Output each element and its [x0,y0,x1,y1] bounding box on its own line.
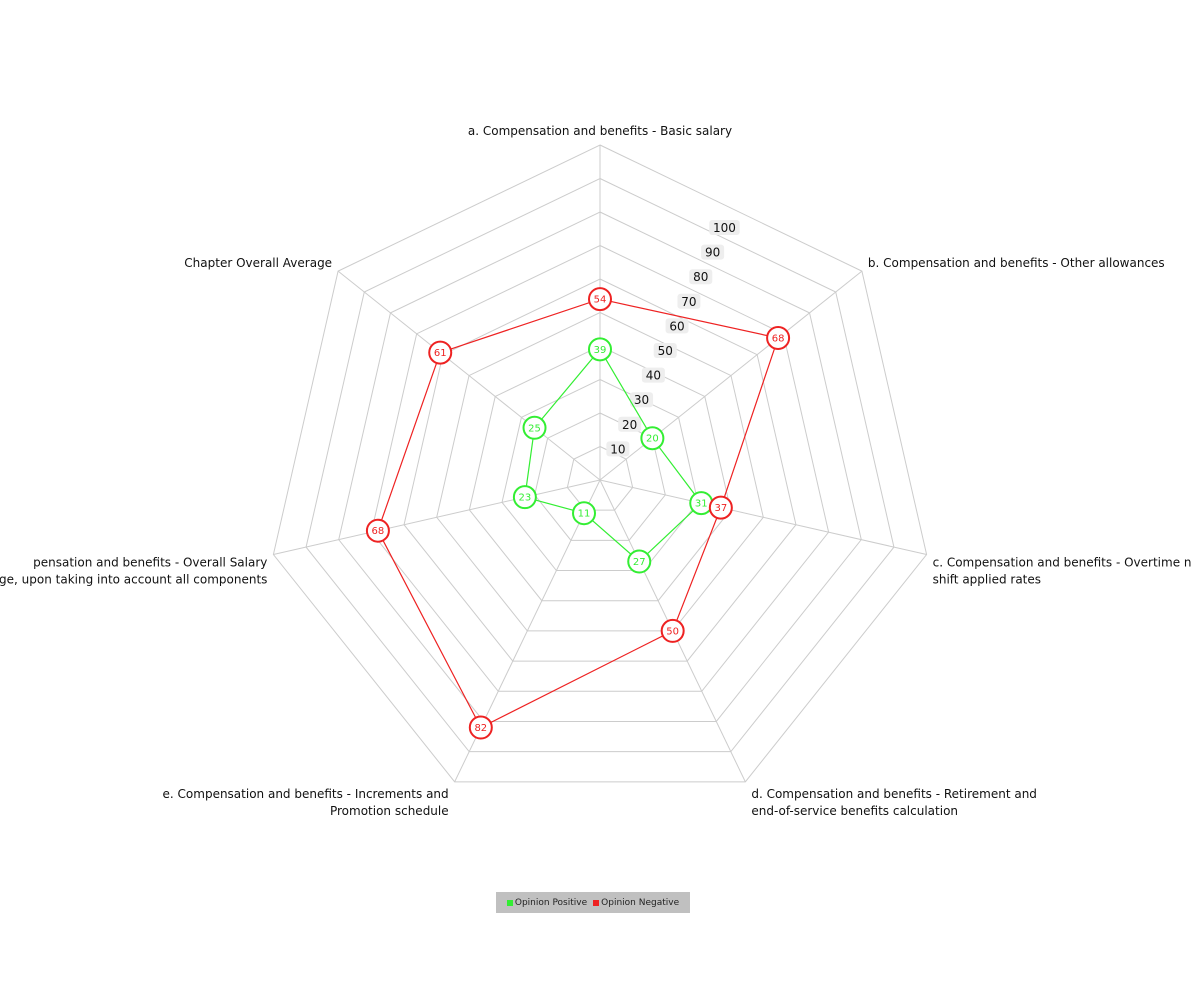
grid-ring-70 [370,244,830,692]
axis-label-2: c. Compensation and benefits - Overtime … [933,556,1192,587]
series-1-label-3: 50 [666,626,679,637]
series-1-point-6 [428,340,453,365]
series-0-label-1: 20 [646,434,659,445]
series-1-point-2 [708,495,733,520]
grid-ring-90 [305,177,895,753]
grid-spoke-6 [337,270,601,481]
axis-label-5-line-0: pensation and benefits - Overall Salary [33,556,267,570]
axis-label-2-line-0: c. Compensation and benefits - Overtime … [933,556,1192,570]
tick-label-90: 90 [705,246,720,260]
axis-label-4: e. Compensation and benefits - Increment… [163,787,449,818]
series-0-point-4 [572,501,597,526]
series-1-label-2: 37 [714,503,727,514]
grid-ring-40 [468,345,732,602]
series-0-label-4: 11 [578,509,591,520]
axis-label-3-line-1: end-of-service benefits calculation [751,804,958,818]
series-1-point-0 [588,287,612,312]
tick-label-bg-10 [606,441,630,457]
series-0-label-3: 27 [633,557,646,568]
axis-label-2-line-1: shift applied rates [933,573,1041,587]
legend: Opinion Positive Opinion Negative [496,892,690,913]
tick-label-bg-80 [689,269,713,285]
legend-swatch-negative [593,899,600,906]
tick-label-80: 80 [693,270,708,284]
series-1-label-6: 61 [434,348,447,359]
axis-label-0: a. Compensation and benefits - Basic sal… [468,124,732,138]
axis-label-4-line-0: e. Compensation and benefits - Increment… [163,787,449,801]
axis-label-3-line-0: d. Compensation and benefits - Retiremen… [751,787,1037,801]
axis-label-6: Chapter Overall Average [184,256,332,270]
series-1-point-5 [365,518,390,543]
series-1-point-1 [766,325,791,350]
series-0-label-2: 31 [695,499,708,510]
axis-label-5-line-1: ge, upon taking into account all compone… [0,573,267,587]
grid-spoke-2 [599,479,927,556]
legend-item-positive: Opinion Positive [506,897,588,908]
axis-label-6-line-0: Chapter Overall Average [184,256,332,270]
tick-label-20: 20 [622,418,637,432]
axis-label-5: pensation and benefits - Overall Salary g… [0,556,267,587]
series-0-point-0 [588,337,612,362]
series-1-label-5: 68 [372,526,385,537]
tick-label-bg-20 [618,416,642,432]
tick-label-bg-40 [641,367,665,383]
tick-label-70: 70 [681,295,696,309]
axis-labels: a. Compensation and benefits - Basic sal… [0,124,1192,818]
axis-label-1: b. Compensation and benefits - Other all… [868,256,1165,270]
tick-label-60: 60 [669,319,684,333]
series-1-label-1: 68 [772,333,785,344]
grid-ring-100 [272,144,928,783]
grid-ring-30 [501,378,699,572]
tick-label-50: 50 [658,344,673,358]
series-0-point-3 [627,549,652,574]
radar-grid [272,144,928,783]
tick-label-bg-30 [630,392,654,408]
tick-label-bg-50 [653,343,677,359]
grid-ring-10 [566,445,634,511]
tick-label-30: 30 [634,393,649,407]
tick-label-10: 10 [610,442,625,456]
data-series: 39 20 31 27 11 23 25 54 68 37 50 82 68 61 [365,287,791,740]
grid-spoke-1 [599,270,863,481]
tick-label-40: 40 [646,369,661,383]
tick-label-bg-70 [677,293,701,309]
axis-label-0-line-0: a. Compensation and benefits - Basic sal… [468,124,732,138]
grid-spoke-5 [273,479,601,556]
series-line-1 [377,298,779,729]
legend-swatch-positive [506,899,513,906]
grid-ring-80 [338,211,862,722]
legend-label-positive: Opinion Positive [514,897,588,908]
series-1-point-3 [660,618,685,643]
axis-label-3: d. Compensation and benefits - Retiremen… [751,787,1037,818]
series-0-label-0: 39 [594,345,607,356]
series-1-label-0: 54 [594,295,607,306]
grid-ring-50 [436,311,764,632]
series-0-label-5: 23 [519,493,532,504]
series-0-point-6 [522,415,547,440]
grid-ring-60 [403,278,797,662]
tick-label-bg-60 [665,318,689,334]
series-0-point-1 [640,426,665,451]
radial-tick-labels: 10 20 30 40 50 60 70 80 90 100 [606,220,740,457]
legend-item-negative: Opinion Negative [593,898,679,908]
legend-label-negative: Opinion Negative [601,897,680,908]
axis-label-4-line-1: Promotion schedule [330,804,449,818]
series-0-point-5 [512,485,537,510]
tick-label-bg-100 [709,220,740,236]
tick-label-bg-90 [701,244,725,260]
series-0-label-6: 25 [528,423,541,434]
axis-label-1-line-0: b. Compensation and benefits - Other all… [868,256,1165,270]
tick-label-100: 100 [713,221,736,235]
series-1-label-4: 82 [474,723,487,734]
series-1-point-4 [468,715,493,740]
